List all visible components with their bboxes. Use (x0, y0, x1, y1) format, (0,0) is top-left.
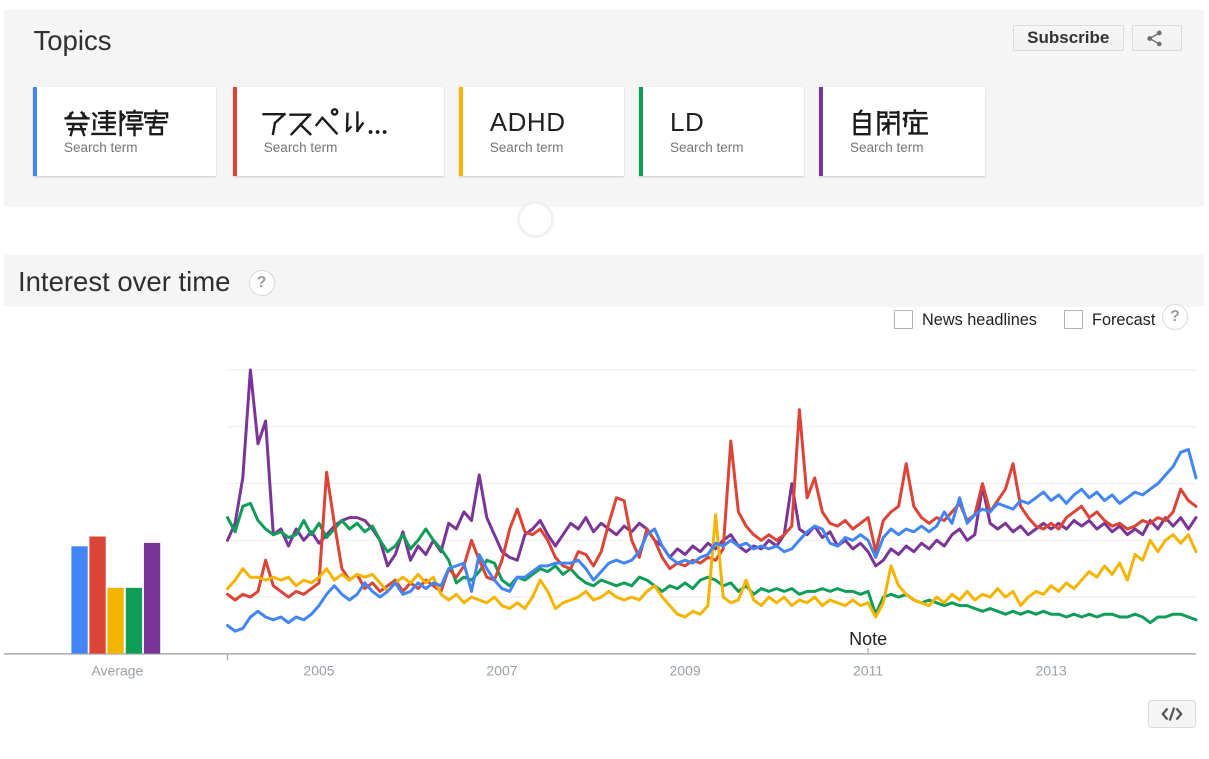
svg-text:2007: 2007 (486, 663, 517, 679)
svg-text:2011: 2011 (853, 663, 883, 679)
svg-text:2005: 2005 (303, 663, 334, 679)
svg-text:Average: Average (91, 663, 143, 679)
svg-text:2013: 2013 (1036, 663, 1067, 679)
svg-text:Note: Note (849, 629, 887, 649)
svg-text:2009: 2009 (670, 663, 701, 679)
